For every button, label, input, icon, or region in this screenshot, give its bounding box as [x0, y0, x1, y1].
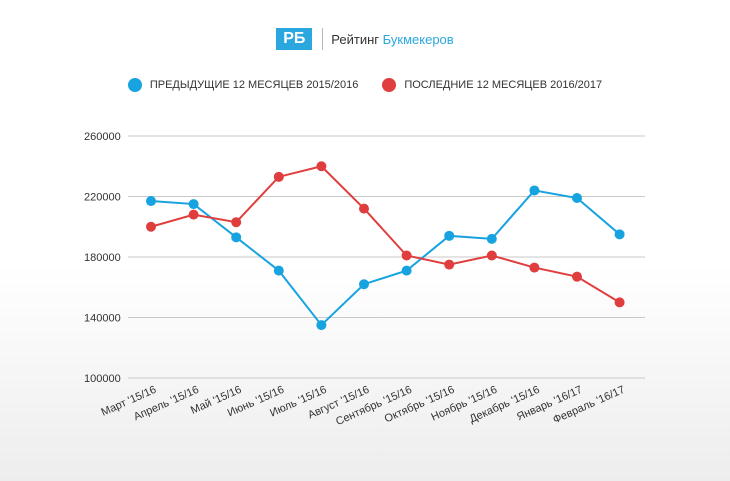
data-point-series-1: [316, 320, 327, 331]
brand-word-1: Рейтинг: [331, 31, 380, 47]
logo-divider: [322, 28, 324, 50]
data-point-series-2: [614, 297, 625, 308]
data-point-series-2: [359, 203, 369, 214]
legend-item-recent: ПОСЛЕДНИЕ 12 МЕСЯЦЕВ 2016/2017: [382, 78, 602, 92]
brand-header: РБ Рейтинг Букмекеров: [0, 26, 730, 52]
data-point-series-2: [444, 259, 455, 270]
series-line-2: [150, 165, 621, 304]
data-point-series-2: [188, 209, 199, 220]
brand-name: Рейтинг Букмекеров: [331, 32, 453, 47]
y-tick-label: 100000: [84, 373, 121, 385]
data-point-series-2: [572, 271, 582, 282]
data-point-series-2: [273, 171, 284, 182]
data-point-series-2: [231, 217, 242, 228]
y-tick-label: 180000: [84, 252, 121, 264]
y-tick-label: 220000: [84, 192, 121, 204]
chart-legend: ПРЕДЫДУЩИЕ 12 МЕСЯЦЕВ 2015/2016 ПОСЛЕДНИ…: [0, 78, 730, 92]
legend-label-recent: ПОСЛЕДНИЕ 12 МЕСЯЦЕВ 2016/2017: [404, 79, 603, 91]
brand-logo-icon: РБ: [276, 28, 313, 50]
data-point-series-1: [529, 185, 540, 196]
data-point-series-1: [359, 279, 369, 290]
data-point-series-2: [529, 262, 540, 273]
legend-label-previous: ПРЕДЫДУЩИЕ 12 МЕСЯЦЕВ 2015/2016: [149, 79, 359, 91]
data-point-series-1: [273, 265, 284, 276]
legend-marker-recent: [382, 78, 397, 92]
data-point-series-1: [231, 232, 242, 243]
data-point-series-1: [146, 196, 156, 207]
data-point-series-2: [146, 221, 156, 232]
data-point-series-1: [572, 193, 582, 204]
data-point-series-1: [614, 229, 625, 240]
brand-word-2: Букмекеров: [382, 31, 454, 47]
series-line-1: [150, 189, 621, 327]
data-point-series-1: [401, 265, 412, 276]
data-point-series-1: [486, 233, 497, 244]
y-tick-label: 260000: [84, 131, 121, 143]
data-point-series-1: [444, 230, 455, 241]
x-tick-label: Февраль '16/17: [551, 384, 627, 426]
legend-item-previous: ПРЕДЫДУЩИЕ 12 МЕСЯЦЕВ 2015/2016: [127, 78, 359, 92]
data-point-series-2: [316, 161, 327, 172]
y-tick-label: 140000: [84, 313, 121, 325]
data-point-series-2: [401, 250, 412, 261]
data-point-series-1: [188, 199, 199, 210]
legend-marker-previous: [127, 78, 142, 92]
data-point-series-2: [486, 250, 497, 261]
